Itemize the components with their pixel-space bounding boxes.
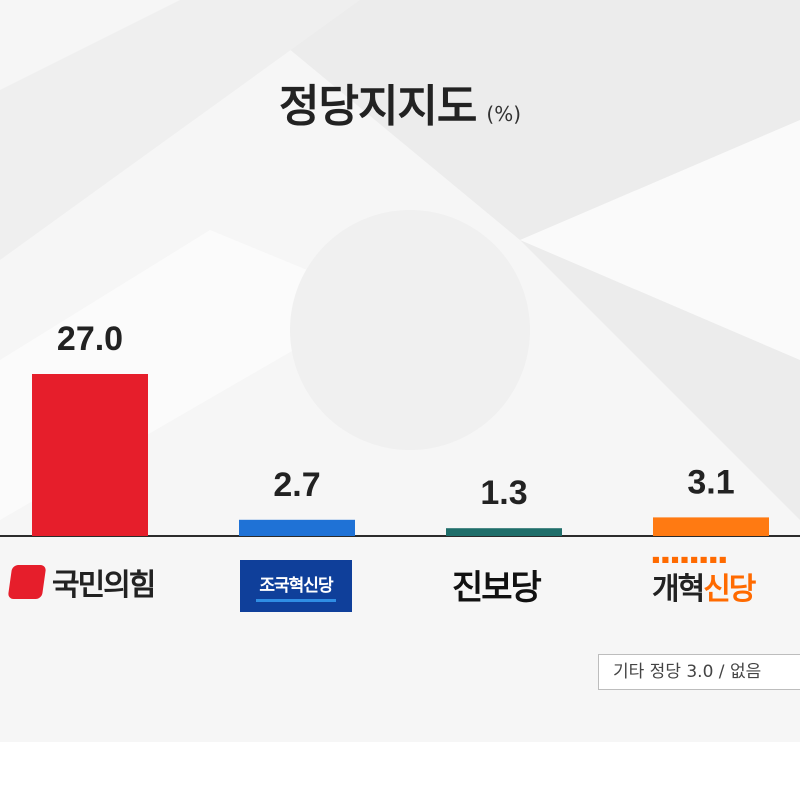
- chart-title: 정당지지도 (%): [0, 70, 800, 134]
- bar-reform: [653, 517, 769, 536]
- bar-progressive: [446, 528, 562, 536]
- rebuild-korea-party-logo: 조국혁신당: [240, 560, 352, 612]
- other-parties-note: 기타 정당 3.0 / 없음: [598, 654, 800, 690]
- x-tick-label-rebuild: 조국혁신당: [259, 575, 333, 596]
- bar-ppp: [32, 374, 148, 536]
- data-label-ppp: 27.0: [57, 320, 123, 358]
- reform-party-logo: ■■■■■■■■ 개혁신당: [652, 555, 756, 608]
- progressive-party-logo: 진보당: [452, 560, 542, 609]
- title-unit: (%): [486, 102, 521, 126]
- reform-name-prefix: 개혁: [652, 572, 705, 607]
- bottom-band: [0, 742, 800, 800]
- ppp-logo-icon: [7, 565, 47, 599]
- x-tick-label-reform: 개혁신당: [652, 564, 756, 608]
- bar-rebuild: [239, 519, 355, 536]
- data-label-progressive: 1.3: [480, 474, 527, 512]
- x-tick-label-ppp: 국민의힘: [52, 568, 156, 603]
- x-tick-label-progressive: 진보당: [452, 568, 542, 608]
- reform-name-suffix: 신당: [703, 572, 756, 607]
- data-label-reform: 3.1: [687, 463, 734, 501]
- ppp-party-logo: 국민의힘: [7, 560, 156, 604]
- rebuild-logo-icon: [256, 598, 336, 602]
- data-label-rebuild: 2.7: [273, 466, 320, 504]
- reform-logo-icon: ■■■■■■■■: [652, 555, 729, 564]
- title-text: 정당지지도: [278, 81, 477, 132]
